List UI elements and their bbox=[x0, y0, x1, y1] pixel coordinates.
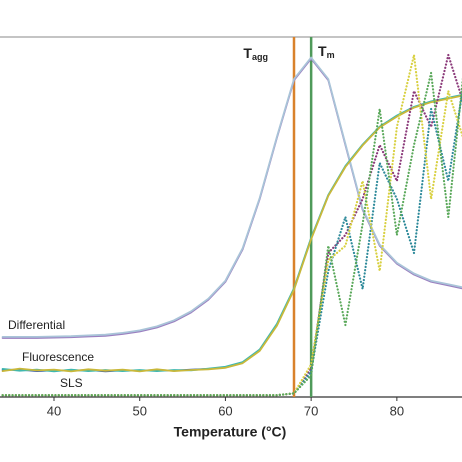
threshold-label: Tm bbox=[318, 43, 335, 61]
threshold-label-main: T bbox=[318, 43, 327, 59]
series-line bbox=[1, 94, 462, 373]
series-line bbox=[1, 71, 462, 397]
x-tick-label: 50 bbox=[132, 403, 146, 418]
threshold-label: Tagg bbox=[243, 45, 268, 63]
series-line bbox=[1, 57, 462, 339]
series-line bbox=[1, 53, 462, 397]
x-tick-label: 60 bbox=[218, 403, 232, 418]
threshold-label-main: T bbox=[243, 45, 252, 61]
curve-label: Fluorescence bbox=[22, 350, 94, 364]
curve-label: SLS bbox=[60, 376, 83, 390]
x-tick-label: 80 bbox=[390, 403, 404, 418]
x-tick-label: 70 bbox=[304, 403, 318, 418]
curve-label: Differential bbox=[8, 318, 65, 332]
series-line bbox=[1, 56, 462, 338]
threshold-label-sub: agg bbox=[252, 52, 268, 62]
series-line bbox=[1, 93, 462, 373]
x-axis-title: Temperature (°C) bbox=[174, 424, 287, 440]
series-line bbox=[1, 94, 462, 373]
threshold-label-sub: m bbox=[327, 50, 335, 60]
series-line bbox=[1, 87, 462, 397]
series-line bbox=[1, 53, 462, 397]
x-tick-label: 40 bbox=[47, 403, 61, 418]
